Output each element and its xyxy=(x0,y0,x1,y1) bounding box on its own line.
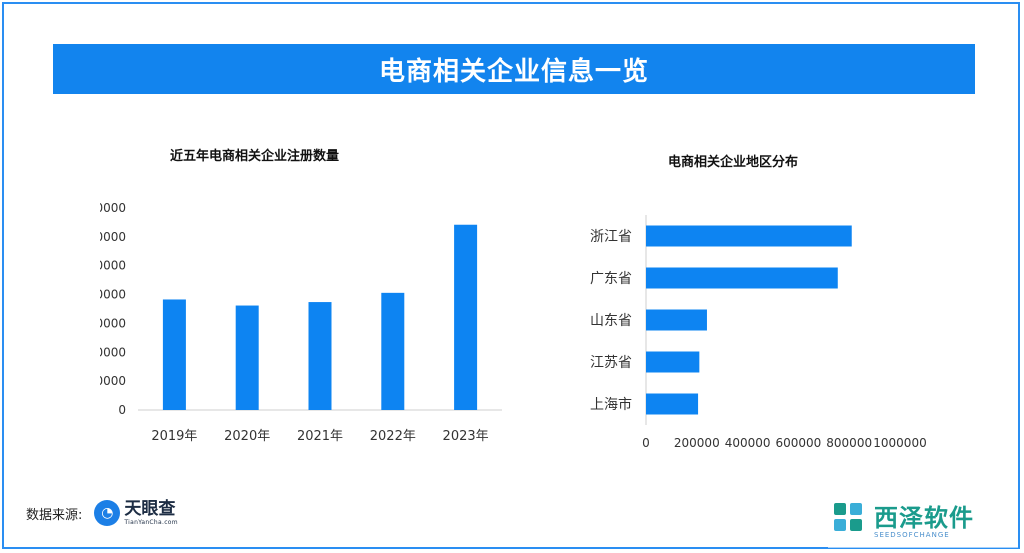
y-tick-label: 浙江省 xyxy=(590,229,632,245)
x-tick-label: 800000 xyxy=(826,436,872,450)
logo-en-text: TianYanCha.com xyxy=(124,518,178,526)
x-tick-label: 1000000 xyxy=(873,436,926,450)
hbar-2 xyxy=(646,267,838,289)
title-banner: 电商相关企业信息一览 xyxy=(53,44,975,94)
hbar-5 xyxy=(646,393,699,415)
bar-2 xyxy=(235,305,259,410)
x-tick-label: 2019年 xyxy=(151,429,197,444)
y-tick-label: 700000 xyxy=(100,201,126,215)
tianyancha-logo: ◔ 天眼查 TianYanCha.com xyxy=(94,500,178,526)
page-title: 电商相关企业信息一览 xyxy=(378,56,649,87)
x-tick-label: 2020年 xyxy=(224,429,270,444)
y-tick-label: 0 xyxy=(118,403,126,417)
y-tick-label: 广东省 xyxy=(590,271,632,287)
x-tick-label: 200000 xyxy=(674,436,720,450)
x-tick-label: 400000 xyxy=(725,436,771,450)
y-tick-label: 200000 xyxy=(100,345,126,359)
y-tick-label: 300000 xyxy=(100,316,126,330)
watermark: 西泽软件 SEEDSOFCHANGE xyxy=(828,488,1018,548)
x-tick-label: 600000 xyxy=(775,436,821,450)
bar-4 xyxy=(381,292,405,410)
chart2-title: 电商相关企业地区分布 xyxy=(668,155,799,170)
y-tick-label: 600000 xyxy=(100,230,126,244)
source-label: 数据来源: xyxy=(26,507,83,523)
y-tick-label: 上海市 xyxy=(590,396,632,413)
x-tick-label: 2021年 xyxy=(297,429,343,444)
hbar-3 xyxy=(646,309,707,331)
data-source: 数据来源: ◔ 天眼查 TianYanCha.com xyxy=(26,500,178,526)
bar-5 xyxy=(454,224,478,410)
y-tick-label: 400000 xyxy=(100,288,126,302)
logo-cn-text: 天眼查 xyxy=(124,498,176,519)
hbar-4 xyxy=(646,351,700,373)
x-tick-label: 0 xyxy=(642,436,650,450)
x-tick-label: 2022年 xyxy=(370,429,416,444)
tianyancha-eye-icon: ◔ xyxy=(94,500,121,526)
hbar-1 xyxy=(646,225,852,247)
y-tick-label: 100000 xyxy=(100,374,126,388)
puzzle-logo-icon xyxy=(834,503,862,531)
watermark-cn: 西泽软件 xyxy=(874,503,974,532)
y-tick-label: 500000 xyxy=(100,259,126,273)
y-tick-label: 江苏省 xyxy=(590,355,632,371)
chart1-title: 近五年电商相关企业注册数量 xyxy=(170,149,340,164)
registration-count-chart: 0 100000 200000 300000 400000 500000 600000 700… xyxy=(100,201,502,444)
y-tick-label: 山东省 xyxy=(590,313,632,329)
watermark-en: SEEDSOFCHANGE xyxy=(874,530,950,539)
bar-3 xyxy=(308,302,332,410)
bar-1 xyxy=(162,299,186,410)
x-tick-label: 2023年 xyxy=(443,429,489,444)
